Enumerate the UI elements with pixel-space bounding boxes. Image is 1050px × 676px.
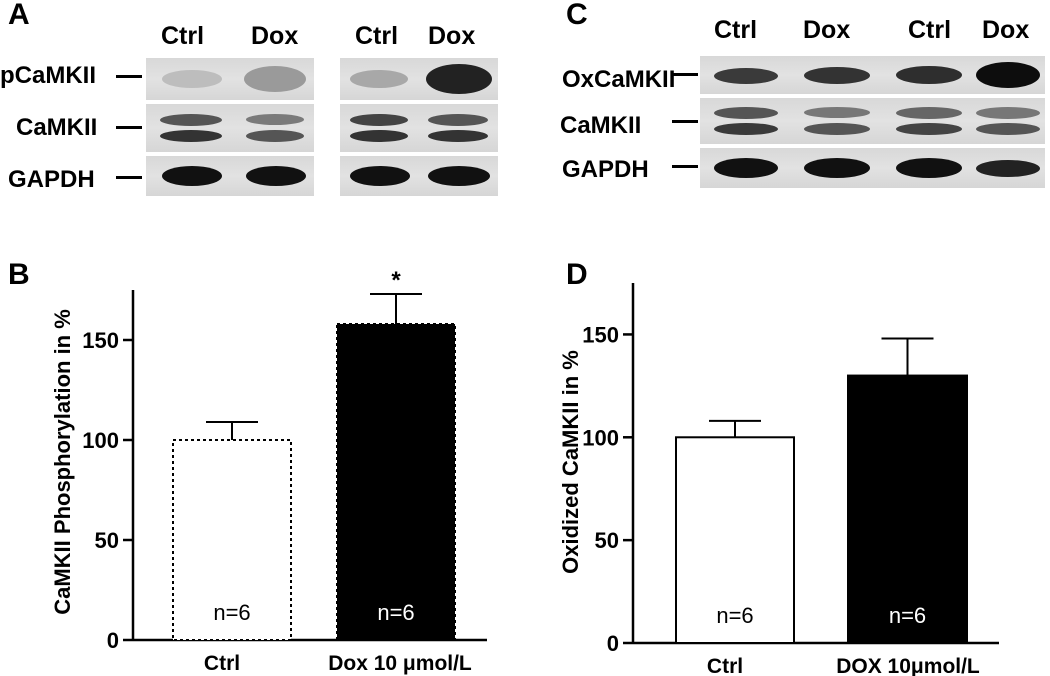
chart-d-bar xyxy=(675,436,795,644)
chart-d-y-tick-label: 0 xyxy=(607,631,619,656)
panel-a-blot-gapdh-right xyxy=(340,156,498,196)
panel-a-row-camkii-label: CaMKII xyxy=(16,114,98,141)
chart-b-bar xyxy=(172,439,292,641)
chart-b-y-tick-label: 0 xyxy=(107,628,119,653)
chart-d-y-tick-label: 100 xyxy=(582,425,619,450)
panel-a-row-gapdh-label: GAPDH xyxy=(8,166,95,193)
panel-a-row-2-marker xyxy=(116,126,142,129)
panel-c-label: C xyxy=(566,0,588,31)
chart-b-significance-marker: * xyxy=(391,267,401,294)
panel-c-row-gapdh-label: GAPDH xyxy=(562,156,649,183)
panel-a-lane-4-label: Dox xyxy=(428,22,476,50)
chart-d-y-tick-label: 50 xyxy=(595,528,619,553)
panel-a-row-pcamkii-label: pCaMKII xyxy=(0,62,96,89)
chart-d-bar-label: n=6 xyxy=(716,603,753,628)
chart-d-bar-label: n=6 xyxy=(889,603,926,628)
panel-c-blot-gapdh xyxy=(700,148,1045,188)
panel-c-lane-4-label: Dox xyxy=(982,16,1030,44)
panel-a-blot-pcamkii-left xyxy=(146,58,314,100)
panel-a-lane-1-label: Ctrl xyxy=(161,22,205,50)
panel-c-row-3-marker xyxy=(672,165,698,168)
chart-d-x-tick-label: Ctrl xyxy=(707,655,743,676)
panel-d-label: D xyxy=(566,258,588,291)
panel-a-row-1-marker xyxy=(116,75,142,78)
panel-a-blot-pcamkii-right xyxy=(340,58,498,100)
chart-b-x-tick-label: Ctrl xyxy=(204,652,240,675)
chart-b-y-axis-label: CaMKII Phosphorylation in % xyxy=(50,309,75,615)
chart-b-y-tick-label: 100 xyxy=(82,428,119,453)
chart-b-x-tick-label: Dox 10 μmol/L xyxy=(328,652,472,675)
panel-c-lane-3-label: Ctrl xyxy=(908,16,952,44)
panel-c-row-1-marker xyxy=(672,73,698,76)
panel-a-lane-3-label: Ctrl xyxy=(355,22,399,50)
chart-d-bar xyxy=(847,374,968,644)
chart-d-x-tick-label: DOX 10μmol/L xyxy=(836,655,980,676)
panel-c-row-camkii-label: CaMKII xyxy=(560,112,642,139)
panel-c-lane-2-label: Dox xyxy=(803,16,851,44)
chart-b-bar-label: n=6 xyxy=(377,600,414,625)
panel-a-blot-gapdh-left xyxy=(146,156,314,196)
panel-c-lane-1-label: Ctrl xyxy=(714,16,758,44)
chart-b-y-tick-label: 150 xyxy=(82,328,119,353)
panel-a-row-3-marker xyxy=(116,176,142,179)
chart-d-y-tick-label: 150 xyxy=(582,322,619,347)
chart-b-bar xyxy=(336,323,456,641)
panel-c-row-2-marker xyxy=(672,120,698,123)
panel-b-label: B xyxy=(8,258,30,291)
chart-b-bar-label: n=6 xyxy=(213,600,250,625)
panel-c-blot-oxcamkii xyxy=(700,56,1045,94)
panel-a-lane-2-label: Dox xyxy=(251,22,299,50)
panel-c-blot-camkii xyxy=(700,98,1045,144)
panel-a-blot-camkii-left xyxy=(146,104,314,152)
panel-c-row-oxcamkii-label: OxCaMKII xyxy=(562,66,676,93)
panel-a-label: A xyxy=(8,0,30,31)
chart-b-y-tick-label: 50 xyxy=(95,528,119,553)
panel-a-blot-camkii-right xyxy=(340,104,498,152)
chart-d-y-axis-label: Oxidized CaMKII in % xyxy=(558,350,583,574)
